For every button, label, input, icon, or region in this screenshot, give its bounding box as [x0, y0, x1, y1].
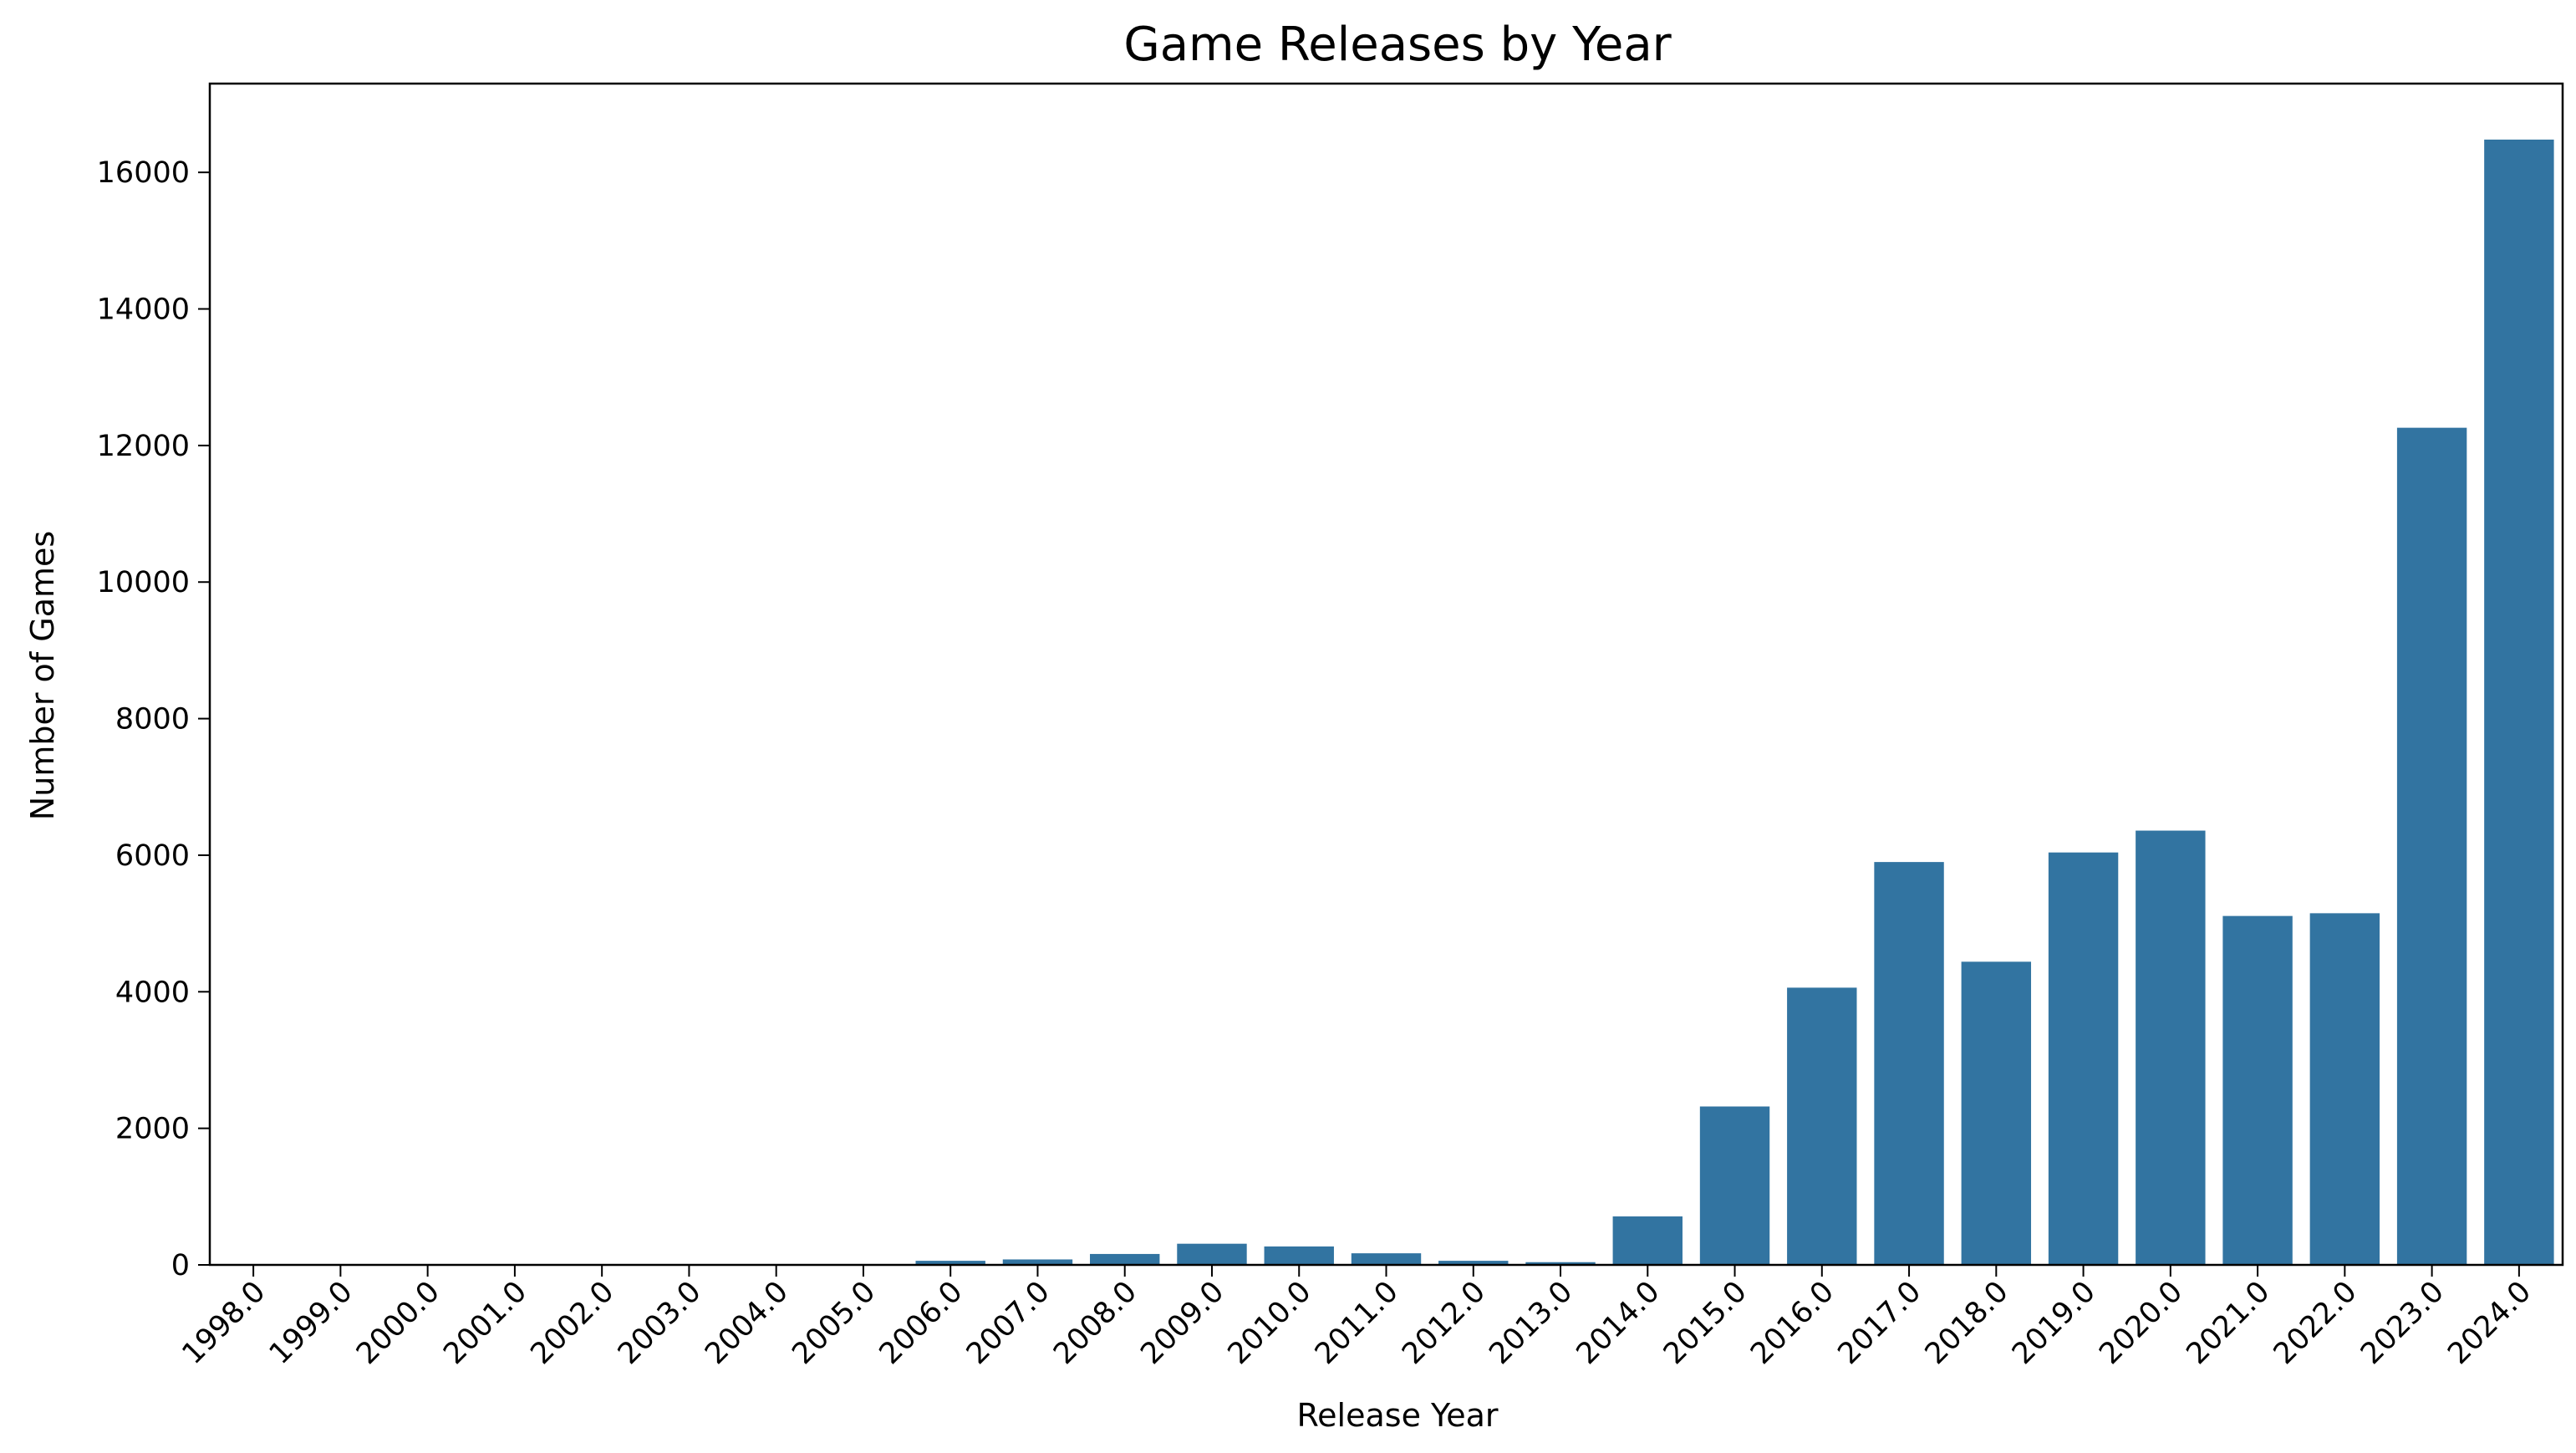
x-tick-label: 2013.0 [1483, 1275, 1579, 1371]
bar-2016.0 [1787, 987, 1856, 1265]
y-tick-label: 8000 [115, 703, 190, 737]
y-tick-label: 16000 [97, 156, 190, 190]
x-tick-label: 2015.0 [1657, 1275, 1754, 1371]
x-tick-label: 2006.0 [873, 1275, 970, 1371]
bar-2015.0 [1700, 1107, 1769, 1265]
x-tick-label: 2003.0 [612, 1275, 708, 1371]
bar-2023.0 [2397, 428, 2467, 1265]
bar-2010.0 [1265, 1247, 1334, 1265]
x-tick-label: 1999.0 [263, 1275, 359, 1371]
y-tick-label: 4000 [115, 976, 190, 1009]
x-tick-label: 2020.0 [2093, 1275, 2189, 1371]
x-tick-label: 2022.0 [2268, 1275, 2364, 1371]
y-tick-label: 0 [171, 1249, 190, 1282]
x-tick-label: 2010.0 [1222, 1275, 1318, 1371]
x-tick-label: 2014.0 [1571, 1275, 1667, 1371]
bar-2020.0 [2136, 831, 2205, 1265]
bar-2009.0 [1177, 1244, 1246, 1265]
y-tick-label: 2000 [115, 1113, 190, 1146]
x-tick-label: 2008.0 [1047, 1275, 1143, 1371]
x-tick-label: 2012.0 [1396, 1275, 1492, 1371]
x-tick-label: 2009.0 [1134, 1275, 1230, 1371]
x-tick-label: 2011.0 [1309, 1275, 1405, 1371]
bar-2022.0 [2310, 913, 2380, 1265]
bar-2018.0 [1962, 961, 2031, 1265]
x-tick-label: 2021.0 [2181, 1275, 2277, 1371]
x-tick-label: 2023.0 [2355, 1275, 2451, 1371]
bars-layer [218, 140, 2553, 1265]
bar-2008.0 [1090, 1254, 1159, 1265]
y-tick-label: 10000 [97, 566, 190, 599]
bar-2011.0 [1352, 1253, 1421, 1265]
x-tick-label: 2004.0 [699, 1275, 795, 1371]
x-tick-label: 2007.0 [960, 1275, 1056, 1371]
y-axis-label: Number of Games [24, 531, 61, 820]
y-tick-label: 14000 [97, 293, 190, 327]
x-tick-label: 2018.0 [1919, 1275, 2015, 1371]
bar-2021.0 [2222, 916, 2292, 1265]
bar-2019.0 [2049, 853, 2118, 1265]
chart-title: Game Releases by Year [1123, 18, 1672, 72]
x-tick-label: 2002.0 [525, 1275, 621, 1371]
x-tick-label: 2019.0 [2006, 1275, 2102, 1371]
plot-frame [210, 84, 2563, 1265]
x-tick-label: 2001.0 [437, 1275, 533, 1371]
x-tick-label: 2005.0 [786, 1275, 882, 1371]
bar-2017.0 [1874, 862, 1943, 1265]
x-tick-label: 2017.0 [1832, 1275, 1928, 1371]
x-tick-label: 2000.0 [350, 1275, 446, 1371]
y-tick-label: 6000 [115, 839, 190, 873]
y-tick-label: 12000 [97, 430, 190, 463]
x-tick-label: 2016.0 [1744, 1275, 1840, 1371]
x-tick-label: 2024.0 [2441, 1275, 2538, 1371]
bar-2024.0 [2484, 140, 2553, 1265]
x-axis-label: Release Year [1296, 1397, 1498, 1434]
x-tick-label: 1998.0 [176, 1275, 272, 1371]
bar-2014.0 [1613, 1216, 1683, 1265]
